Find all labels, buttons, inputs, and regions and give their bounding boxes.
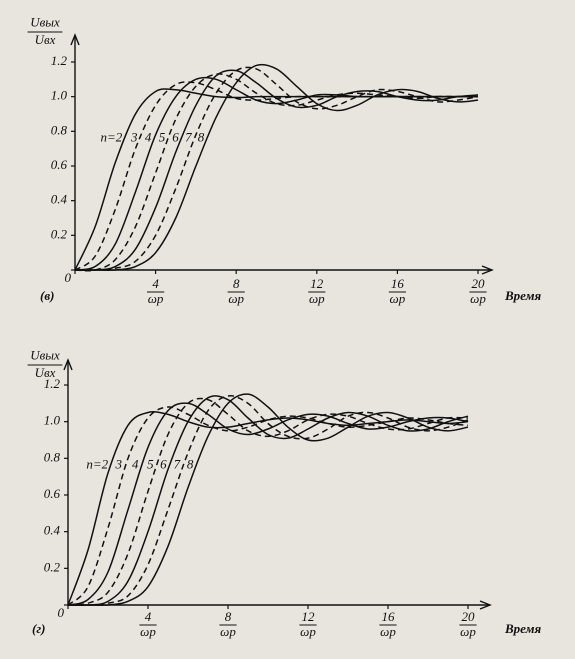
y-tick-label: 1.2 bbox=[44, 376, 61, 391]
y-tick-label: 0.4 bbox=[51, 192, 68, 207]
fraction: 4 ωp bbox=[139, 609, 157, 639]
series-label: n=2 bbox=[100, 129, 122, 144]
series-label: 4 bbox=[132, 457, 139, 472]
series-label: 5 bbox=[159, 129, 166, 144]
series-line bbox=[74, 66, 479, 271]
fraction-label: 8 ωp bbox=[228, 276, 244, 306]
x-axis-label: Время bbox=[504, 288, 542, 303]
y-tick-label: 0.6 bbox=[44, 486, 61, 501]
y-tick-label: 1.0 bbox=[44, 413, 61, 428]
fraction: 8 ωp bbox=[219, 609, 237, 639]
y-tick-label: 1.2 bbox=[51, 53, 68, 68]
y-tick-label: 0.2 bbox=[44, 559, 61, 574]
series-line bbox=[67, 402, 469, 606]
fraction-label: 20 ωp bbox=[470, 276, 486, 306]
fraction-label: 12 ωp bbox=[300, 609, 316, 639]
series-label: 6 bbox=[172, 129, 179, 144]
series-line bbox=[74, 73, 478, 272]
series-line bbox=[67, 406, 469, 606]
series-label: 3 bbox=[130, 129, 138, 144]
fraction-label: Uвых Uвх bbox=[30, 348, 60, 381]
fraction: 4 ωp bbox=[147, 276, 165, 306]
y-tick-label: 0.6 bbox=[51, 157, 68, 172]
fraction: 20 ωp bbox=[469, 276, 487, 306]
fraction: 20 ωp bbox=[459, 609, 477, 639]
panel-label: (г) bbox=[32, 621, 45, 636]
series-label: n=2 bbox=[86, 457, 108, 472]
fraction: 16 ωp bbox=[379, 609, 397, 639]
fraction-label: 16 ωp bbox=[380, 609, 396, 639]
x-axis-label: Время bbox=[504, 621, 542, 636]
series-line bbox=[67, 411, 469, 606]
series-label: 6 bbox=[160, 457, 167, 472]
series-label: 8 bbox=[198, 129, 205, 144]
y-tick-label: 0 bbox=[58, 605, 65, 620]
fraction: Uвых Uвх bbox=[27, 348, 63, 381]
fraction-label: 4 ωp bbox=[148, 276, 164, 306]
y-axis-arrow bbox=[63, 358, 73, 371]
series-line bbox=[68, 393, 469, 607]
y-tick-label: 0.8 bbox=[44, 449, 61, 464]
y-tick-label: 0 bbox=[65, 270, 72, 285]
series-line bbox=[74, 76, 478, 271]
fraction: Uвых Uвх bbox=[27, 15, 63, 48]
fraction-label: 16 ωp bbox=[390, 276, 406, 306]
fraction: 16 ωp bbox=[388, 276, 406, 306]
fraction-label: 4 ωp bbox=[140, 609, 156, 639]
fraction-label: 12 ωp bbox=[309, 276, 325, 306]
fraction-label: 8 ωp bbox=[220, 609, 236, 639]
series-label: 5 bbox=[147, 457, 154, 472]
y-tick-label: 0.2 bbox=[51, 226, 68, 241]
fraction: 12 ωp bbox=[308, 276, 326, 306]
series-line bbox=[74, 69, 479, 272]
y-tick-label: 1.0 bbox=[51, 88, 68, 103]
y-tick-label: 0.8 bbox=[51, 122, 68, 137]
panel-label: (в) bbox=[40, 288, 54, 303]
series-line bbox=[67, 395, 469, 607]
x-axis-arrow bbox=[479, 600, 492, 610]
fraction-label: 20 ωp bbox=[460, 609, 476, 639]
series-label: 7 bbox=[185, 129, 192, 144]
y-axis-arrow bbox=[70, 33, 80, 46]
series-label: 7 bbox=[174, 457, 181, 472]
series-label: 4 bbox=[145, 129, 152, 144]
fraction-label: Uвых Uвх bbox=[30, 15, 60, 48]
series-label: 3 bbox=[115, 457, 123, 472]
y-tick-label: 0.4 bbox=[44, 523, 61, 538]
series-label: 8 bbox=[187, 457, 194, 472]
fraction: 8 ωp bbox=[227, 276, 245, 306]
series-line bbox=[67, 395, 469, 606]
series-line bbox=[75, 63, 479, 272]
fraction: 12 ωp bbox=[299, 609, 317, 639]
x-axis-arrow bbox=[481, 265, 494, 275]
